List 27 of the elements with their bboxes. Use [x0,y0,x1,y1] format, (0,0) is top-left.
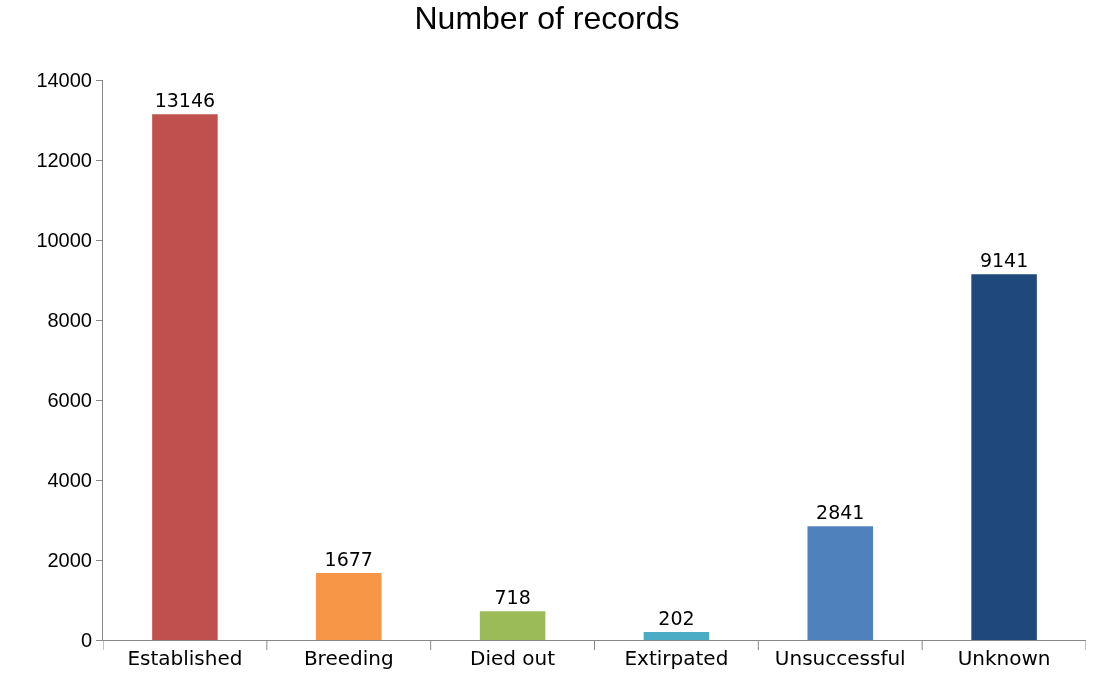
y-tick-label: 14000 [36,69,92,91]
x-tick-label: Unsuccessful [774,646,906,670]
y-tick-label: 10000 [36,229,92,251]
data-label: 1677 [324,547,373,570]
bar [152,114,218,640]
y-tick-label: 12000 [36,149,92,171]
bar [479,611,546,640]
bar [643,631,710,640]
bar [807,526,874,640]
y-tick-label: 8000 [47,309,92,331]
x-tick-label: Established [127,646,243,670]
data-label: 2841 [816,501,865,524]
bar [315,572,382,640]
data-label: 718 [494,586,531,609]
y-tick-label: 6000 [47,389,92,411]
x-tick-label: Breeding [303,646,394,670]
x-tick-label: Unknown [957,646,1051,670]
x-tick-label: Died out [470,646,556,670]
chart-title: Number of records [414,0,680,37]
data-label: 9141 [979,249,1029,272]
data-label: 13146 [154,89,216,112]
y-tick-label: 4000 [47,469,92,491]
data-label: 202 [658,606,695,629]
x-tick-label: Extirpated [624,646,729,670]
y-tick-label: 2000 [47,549,92,571]
y-tick-label: 0 [80,629,92,651]
bar [971,274,1037,640]
